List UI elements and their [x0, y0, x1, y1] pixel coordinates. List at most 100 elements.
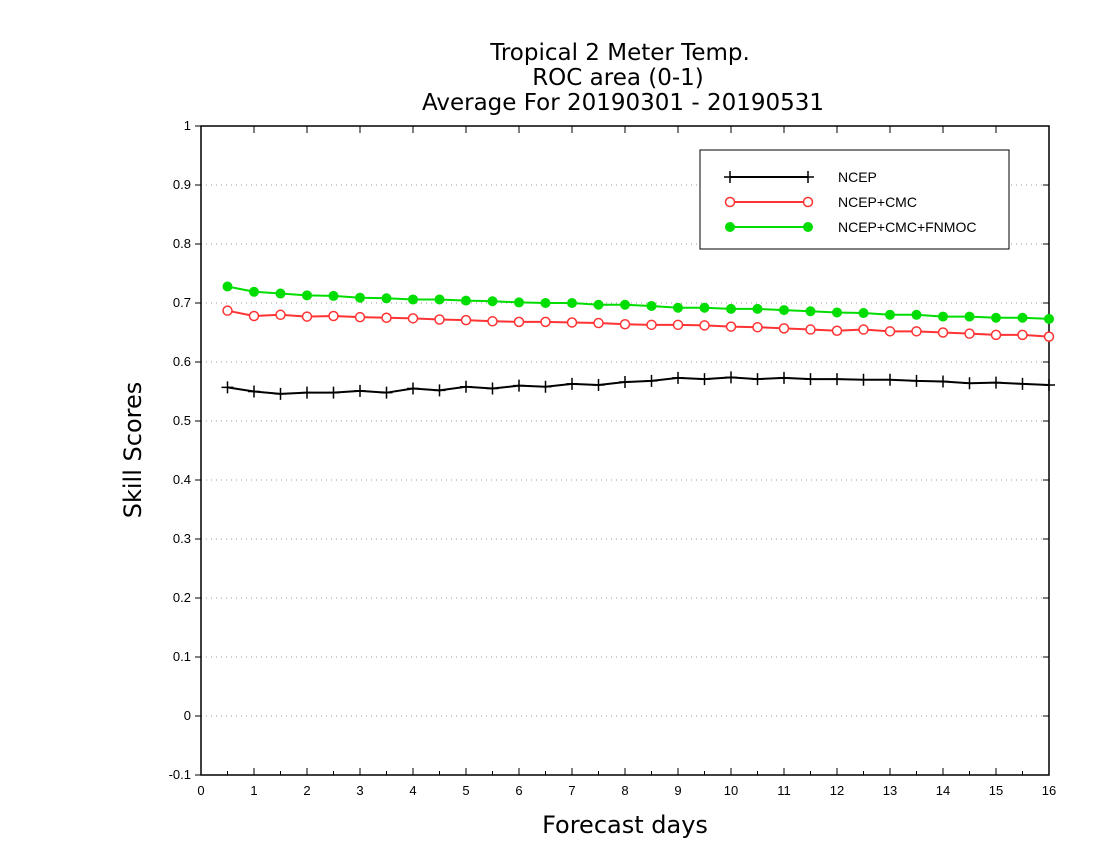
chart-date-range: Average For 20190301 - 20190531	[422, 90, 824, 116]
legend-item: NCEP	[724, 169, 877, 185]
x-tick-label: 7	[568, 783, 575, 798]
data-point	[593, 317, 604, 329]
legend-label: NCEP+CMC	[838, 194, 917, 210]
data-point	[566, 377, 578, 390]
data-point	[911, 309, 922, 320]
x-tick-label: 12	[830, 783, 844, 798]
data-point	[328, 290, 339, 301]
data-point	[381, 312, 392, 323]
data-point	[354, 384, 366, 397]
y-axis-label: Skill Scores	[119, 382, 147, 519]
y-tick-label: 0.7	[173, 295, 191, 310]
data-point	[911, 326, 922, 337]
data-point	[884, 373, 896, 386]
x-tick-label: 6	[515, 783, 522, 798]
y-tick-label: 1	[184, 118, 191, 133]
x-tick-label: 4	[409, 783, 416, 798]
data-point	[275, 309, 286, 321]
data-point	[487, 296, 498, 307]
data-point	[222, 305, 233, 316]
data-point	[752, 303, 763, 314]
legend-item: NCEP+CMC	[724, 194, 917, 210]
series-ncep	[221, 371, 1055, 400]
y-tick-label: -0.1	[169, 767, 191, 782]
y-tick-label: 0.9	[173, 177, 191, 192]
data-point	[803, 222, 813, 232]
x-tick-label: 8	[621, 783, 628, 798]
data-point	[698, 373, 711, 386]
data-point	[964, 328, 975, 339]
data-point	[407, 313, 419, 324]
data-point	[858, 324, 869, 335]
y-tick-label: 0.2	[173, 590, 191, 605]
data-point	[380, 386, 393, 399]
data-point	[724, 196, 736, 208]
data-point	[381, 293, 392, 304]
data-point	[645, 374, 658, 387]
data-point	[301, 311, 313, 322]
y-tick-label: 0.8	[173, 236, 191, 251]
data-point	[831, 373, 843, 386]
data-point	[778, 323, 790, 334]
data-point	[407, 382, 419, 395]
data-point	[275, 288, 286, 299]
x-tick-label: 15	[989, 783, 1003, 798]
data-point	[937, 375, 949, 388]
x-tick-label: 16	[1042, 783, 1056, 798]
data-point	[355, 292, 365, 303]
data-point	[802, 196, 814, 208]
data-point	[302, 290, 312, 301]
data-point	[540, 298, 551, 308]
data-point	[248, 385, 260, 398]
series-line	[227, 376, 1050, 395]
y-tick-label: 0	[184, 708, 191, 723]
x-tick-label: 11	[777, 783, 791, 798]
data-point	[460, 380, 472, 393]
data-point	[831, 325, 843, 336]
data-point	[328, 310, 339, 322]
data-point	[540, 316, 551, 328]
data-point	[885, 309, 895, 320]
data-point	[619, 376, 631, 389]
data-point	[567, 298, 577, 308]
legend-item: NCEP+CMC+FNMOC	[725, 219, 976, 235]
series-ncep-cmc-fnmoc	[222, 281, 1054, 324]
data-point	[857, 373, 870, 386]
data-point	[726, 303, 736, 314]
data-point	[619, 318, 631, 330]
data-point	[805, 324, 816, 335]
legend: NCEP NCEP+CMC NCEP+CMC+FNMOC	[699, 149, 1010, 250]
grid-lines	[201, 184, 1049, 717]
data-point	[725, 371, 737, 384]
x-tick-label: 3	[356, 783, 363, 798]
data-point	[938, 311, 948, 322]
data-point	[1044, 313, 1054, 324]
chart-title: Tropical 2 Meter Temp.	[489, 40, 750, 66]
data-point	[593, 299, 604, 310]
data-point	[460, 314, 472, 326]
data-point	[646, 300, 657, 311]
data-point	[673, 302, 683, 313]
x-tick-label: 9	[674, 783, 681, 798]
y-tick-label: 0.5	[173, 413, 191, 428]
data-point	[646, 319, 657, 331]
data-point	[805, 306, 816, 317]
data-point	[991, 312, 1001, 323]
data-point	[725, 222, 735, 232]
data-point	[248, 310, 260, 322]
data-point	[249, 286, 259, 297]
data-point	[725, 321, 737, 332]
data-point	[301, 386, 313, 399]
data-point	[699, 320, 710, 331]
x-tick-label: 5	[462, 783, 469, 798]
data-point	[699, 302, 710, 313]
data-point	[566, 317, 578, 328]
x-tick-label: 14	[936, 783, 950, 798]
data-point	[592, 379, 605, 392]
legend-items: NCEP NCEP+CMC NCEP+CMC+FNMOC	[724, 169, 976, 235]
data-point	[1043, 331, 1055, 342]
legend-label: NCEP+CMC+FNMOC	[838, 219, 976, 235]
data-point	[779, 305, 789, 316]
data-point	[514, 297, 524, 308]
